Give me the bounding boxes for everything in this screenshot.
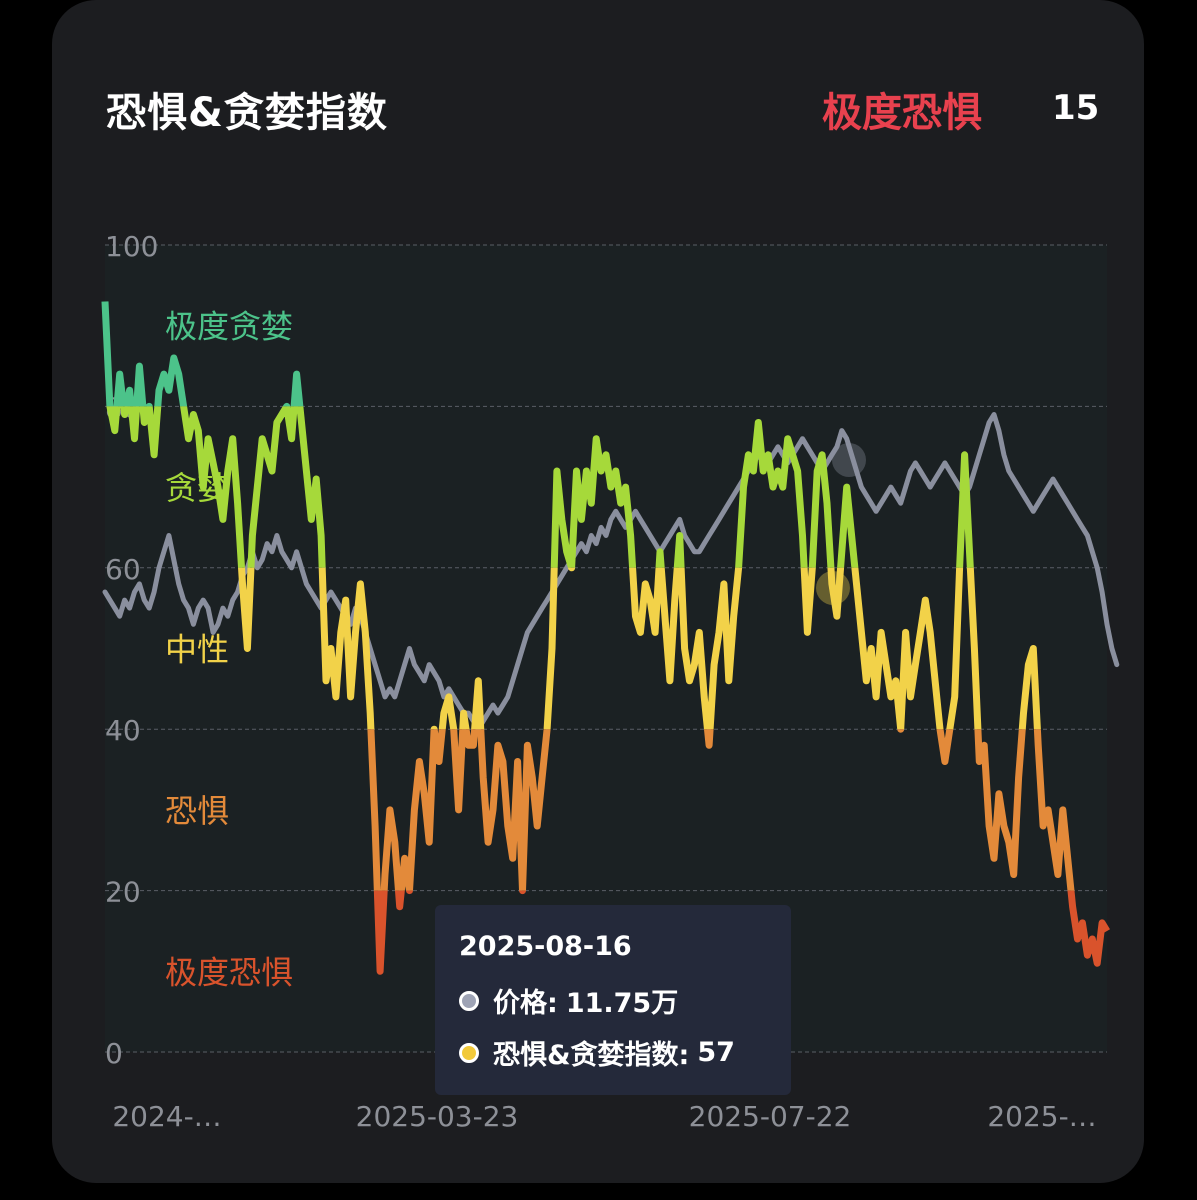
y-tick-label: 20 — [105, 876, 141, 909]
tooltip-index-row: 恐惧&贪婪指数: 57 — [459, 1033, 735, 1072]
x-tick-label: 2024-… — [112, 1100, 221, 1133]
zone-label: 中性 — [165, 631, 229, 669]
hover-index-point — [816, 571, 850, 605]
tooltip-date: 2025-08-16 — [459, 931, 632, 962]
x-tick-label: 2025-03-23 — [356, 1100, 519, 1133]
price-series-marker-icon — [459, 990, 479, 1011]
current-sentiment-label: 极度恐惧 — [822, 90, 982, 136]
y-tick-label: 40 — [105, 714, 141, 747]
zone-label: 贪婪 — [165, 469, 229, 507]
x-tick-label: 2025-07-22 — [689, 1100, 852, 1133]
tooltip-price-value: 11.75万 — [565, 988, 679, 1019]
y-tick-label: 100 — [105, 230, 158, 263]
price-series-line — [102, 412, 1120, 732]
tooltip-index-label: 恐惧&贪婪指数: — [493, 1040, 690, 1071]
tooltip-price-label: 价格: — [493, 988, 558, 1019]
tooltip-price-row: 价格: 11.75万 — [459, 981, 678, 1020]
y-tick-label: 0 — [105, 1037, 123, 1070]
x-tick-label: 2025-… — [987, 1100, 1096, 1133]
chart-title: 恐惧&贪婪指数 — [106, 90, 388, 136]
tooltip-index-value: 57 — [697, 1037, 735, 1068]
chart-tooltip: 2025-08-16 价格: 11.75万 恐惧&贪婪指数: 57 — [435, 905, 791, 1095]
zone-label: 恐惧 — [165, 792, 229, 830]
y-tick-label: 60 — [105, 553, 141, 586]
current-index-value: 15 — [1052, 88, 1100, 128]
zone-label: 极度恐惧 — [165, 953, 293, 991]
index-series-marker-icon — [459, 1042, 479, 1063]
zone-label: 极度贪婪 — [165, 308, 293, 346]
index-series-line — [106, 406, 974, 568]
hover-price-point — [832, 443, 866, 477]
